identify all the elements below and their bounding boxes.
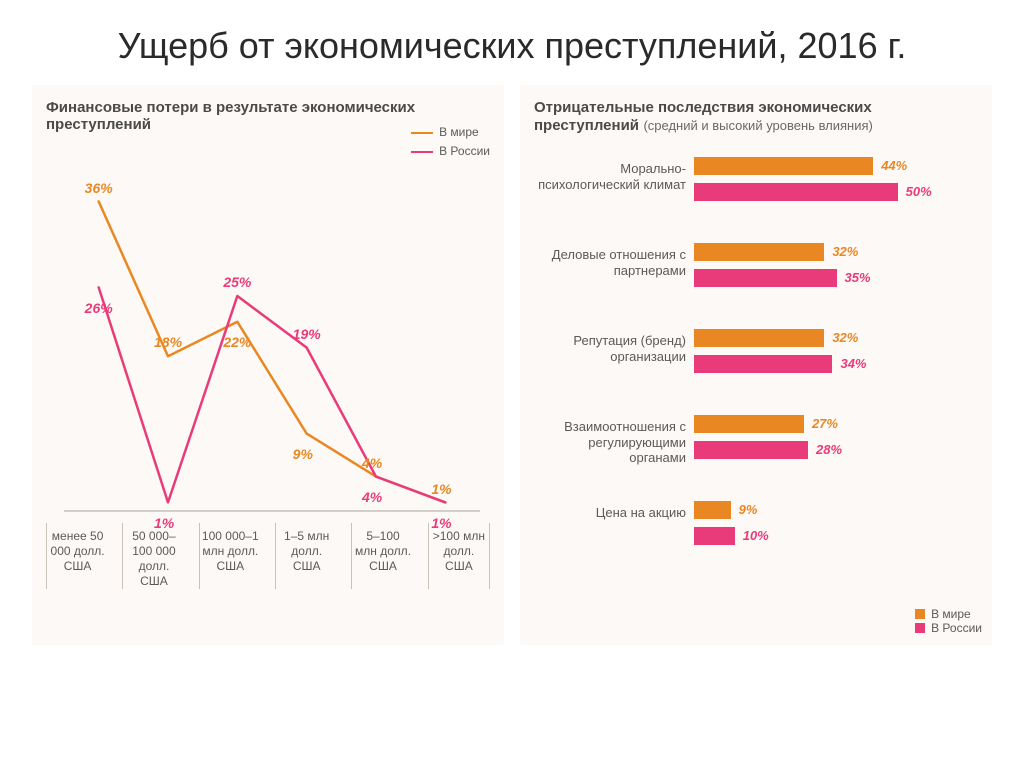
legend-item-russia: В России	[915, 621, 982, 635]
line-point-label: 1%	[431, 515, 451, 531]
line-chart-xaxis: менее 50 000 долл. США50 000–100 000 дол…	[46, 523, 490, 589]
bar-russia	[694, 183, 898, 201]
bar-russia	[694, 527, 735, 545]
bar-category-label: Взаимоотношения с регулирующими органами	[534, 419, 686, 466]
bar-category-label: Морально-психологический климат	[534, 161, 686, 192]
line-chart-plot: 36%26%18%1%22%25%9%19%4%4%1%1%	[46, 137, 490, 517]
bar-value-label: 28%	[816, 442, 842, 457]
legend-marker-world	[915, 609, 925, 619]
bar-value-label: 44%	[881, 158, 907, 173]
bar-russia	[694, 269, 837, 287]
bar-world	[694, 243, 824, 261]
bar-chart-subtitle: (средний и высокий уровень влияния)	[643, 118, 872, 133]
line-chart-panel: Финансовые потери в результате экономиче…	[32, 85, 504, 645]
slide: Ущерб от экономических преступлений, 201…	[0, 0, 1024, 767]
bar-category-label: Цена на акцию	[534, 505, 686, 521]
line-chart-xtick: менее 50 000 долл. США	[46, 523, 108, 589]
bar-value-label: 9%	[739, 502, 758, 517]
line-point-label: 1%	[431, 481, 451, 497]
bar-value-label: 34%	[840, 356, 866, 371]
line-point-label: 26%	[85, 300, 113, 316]
line-chart-xtick: 5–100 млн долл. США	[351, 523, 413, 589]
bar-value-label: 32%	[832, 330, 858, 345]
bar-world	[694, 157, 873, 175]
line-point-label: 4%	[362, 455, 382, 471]
bar-value-label: 27%	[812, 416, 838, 431]
line-point-label: 25%	[223, 274, 251, 290]
line-chart-xtick: 50 000–100 000 долл. США	[122, 523, 184, 589]
bar-value-label: 35%	[845, 270, 871, 285]
bar-world	[694, 415, 804, 433]
bar-russia	[694, 355, 832, 373]
line-point-label: 36%	[85, 180, 113, 196]
bar-russia	[694, 441, 808, 459]
line-point-label: 18%	[154, 334, 182, 350]
bar-world	[694, 501, 731, 519]
legend-label-world: В мире	[931, 607, 971, 621]
line-series-world	[99, 202, 446, 503]
line-point-label: 9%	[293, 446, 313, 462]
bar-value-label: 10%	[743, 528, 769, 543]
bar-world	[694, 329, 824, 347]
bar-chart-panel: Отрицательные последствия экономических …	[520, 85, 992, 645]
line-point-label: 1%	[154, 515, 174, 531]
line-chart-xtick: 100 000–1 млн долл. США	[199, 523, 261, 589]
line-point-label: 22%	[223, 334, 251, 350]
line-chart-xtick: 1–5 млн долл. США	[275, 523, 337, 589]
legend-item-world: В мире	[915, 607, 982, 621]
charts-row: Финансовые потери в результате экономиче…	[32, 85, 992, 645]
line-chart-xtick: >100 млн долл. США	[428, 523, 490, 589]
line-point-label: 19%	[293, 326, 321, 342]
legend-marker-world	[411, 132, 433, 134]
bar-category-label: Репутация (бренд) организации	[534, 333, 686, 364]
bar-chart-legend: В мире В России	[915, 607, 982, 635]
line-point-label: 4%	[362, 489, 382, 505]
bar-chart-plot: Морально-психологический климат 44% 50% Дел…	[534, 143, 978, 583]
bar-value-label: 50%	[906, 184, 932, 199]
slide-title: Ущерб от экономических преступлений, 201…	[32, 24, 992, 67]
legend-label-russia: В России	[931, 621, 982, 635]
legend-marker-russia	[915, 623, 925, 633]
bar-category-label: Деловые отношения с партнерами	[534, 247, 686, 278]
bar-value-label: 32%	[832, 244, 858, 259]
